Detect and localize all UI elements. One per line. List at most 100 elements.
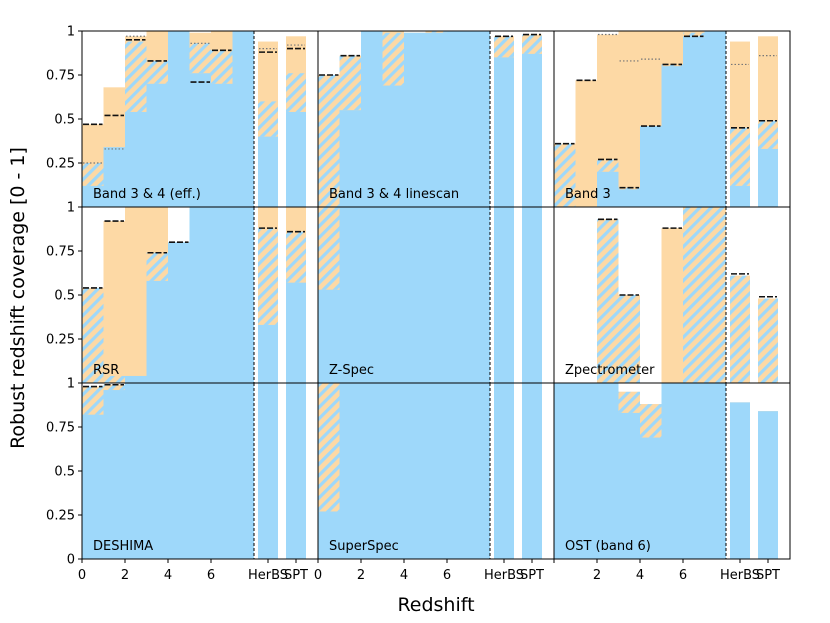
bar-3-SPT-hatch — [286, 231, 306, 283]
y-tick-label-3-3: 0.75 — [46, 245, 75, 260]
bar-3-SPT-blue — [286, 282, 306, 383]
bar-8-HerBS-blue — [730, 402, 750, 559]
bar-0-6-blue — [211, 83, 233, 207]
bar-0-7-blue — [232, 31, 254, 207]
panel-label-3: RSR — [93, 363, 119, 378]
bar-7-0-hatch — [318, 383, 340, 512]
bar-1-3-blue — [382, 85, 404, 207]
bar-8-2-hatch — [640, 404, 662, 438]
bar-6-0-hatch — [82, 386, 104, 415]
bar-5-SPT-hatch — [758, 298, 778, 383]
x-tick-label-8-3: 6 — [679, 568, 687, 583]
bar-4-1-blue — [339, 207, 490, 383]
bar-4-0-hatch — [318, 207, 340, 290]
bar-8-2-blue — [640, 437, 662, 559]
bar-3-2-blue — [125, 375, 147, 383]
x-cat-label-7-1: SPT — [520, 568, 544, 583]
bar-0-2-hatch — [125, 41, 147, 112]
bar-8-1-blue — [618, 412, 640, 559]
bar-2-SPT-hatch — [758, 120, 778, 149]
bar-3-HerBS-blue — [258, 324, 278, 383]
panel-label-6: DESHIMA — [93, 539, 153, 554]
x-cat-label-6-1: SPT — [284, 568, 308, 583]
x-axis-label: Redshift — [397, 594, 474, 616]
panel-label-7: SuperSpec — [329, 539, 399, 554]
bar-0-0-blue — [82, 185, 104, 207]
bar-8-0-blue — [554, 383, 619, 559]
y-tick-label-0-2: 0.5 — [54, 113, 75, 128]
bar-1-3-hatch — [382, 32, 404, 86]
bar-2-5-hatch — [661, 64, 683, 67]
bar-2-HerBS-blue — [730, 185, 750, 207]
panel-label-1: Band 3 & 4 linescan — [329, 187, 459, 202]
bar-2-3-hatch — [618, 187, 640, 190]
bar-2-5-blue — [661, 66, 683, 207]
y-tick-label-0-4: 1 — [67, 25, 75, 40]
bar-7-HerBS-blue — [494, 383, 514, 559]
panel-5: Zpectrometer — [553, 206, 791, 384]
bar-8-3-blue — [661, 383, 726, 559]
bar-1-5-blue — [425, 32, 447, 208]
bar-0-3-blue — [146, 83, 168, 207]
bar-3-HerBS-hatch — [258, 228, 278, 325]
bar-0-SPT-blue — [286, 111, 306, 207]
bar-7-SPT-blue — [522, 383, 542, 559]
bar-0-2-blue — [125, 111, 147, 207]
y-tick-label-3-2: 0.5 — [54, 289, 75, 304]
x-tick-label-8-1: 2 — [593, 568, 601, 583]
x-tick-label-7-2: 4 — [400, 568, 408, 583]
bar-0-6-hatch — [211, 50, 233, 84]
bar-6-1-hatch — [103, 384, 125, 391]
bar-6-SPT-blue — [286, 383, 306, 559]
bar-2-3-blue — [618, 189, 640, 207]
bar-1-6-blue — [447, 31, 469, 207]
bar-0-5-blue — [189, 73, 211, 208]
bar-7-1-blue — [339, 383, 490, 559]
x-tick-label-6-1: 2 — [121, 568, 129, 583]
bar-0-5-hatch — [189, 43, 211, 74]
x-tick-label-6-0: 0 — [78, 568, 86, 583]
y-tick-label-3-1: 0.25 — [46, 333, 75, 348]
bar-3-3-hatch — [146, 252, 168, 281]
panel-label-8: OST (band 6) — [565, 539, 651, 554]
bar-0-SPT-hatch — [286, 73, 306, 112]
y-tick-label-6-1: 0.25 — [46, 509, 75, 524]
bar-1-SPT-hatch — [522, 34, 542, 54]
panel-3: RSR 0.25 0.5 0.75 1 — [46, 201, 319, 384]
y-tick-label-6-4: 1 — [67, 377, 75, 392]
bar-3-4-blue — [168, 242, 190, 383]
y-tick-label-0-3: 0.75 — [46, 69, 75, 84]
panel-label-5: Zpectrometer — [565, 363, 655, 378]
bar-1-HerBS-hatch — [494, 36, 514, 58]
bar-4-HerBS-blue — [494, 207, 514, 383]
y-tick-label-6-3: 0.75 — [46, 421, 75, 436]
bar-8-SPT-blue — [758, 411, 778, 559]
bar-2-6-hatch — [683, 32, 705, 37]
panel-label-2: Band 3 — [565, 187, 611, 202]
bar-2-4-blue — [640, 126, 662, 207]
bar-6-0-blue — [82, 414, 104, 559]
x-tick-label-7-3: 6 — [443, 568, 451, 583]
bar-6-2-blue — [125, 383, 254, 559]
x-cat-label-7-0: HerBS — [484, 568, 524, 583]
panel-4: Z-Spec — [317, 206, 555, 384]
bar-1-5-hatch — [425, 31, 447, 33]
bar-1-1-hatch — [339, 55, 361, 111]
x-tick-label-7-1: 2 — [357, 568, 365, 583]
bar-1-2-blue — [361, 31, 383, 207]
bar-2-HerBS-hatch — [730, 127, 750, 186]
y-tick-label-3-4: 1 — [67, 201, 75, 216]
bar-1-4-blue — [404, 32, 426, 208]
bar-2-3-orange — [618, 31, 640, 207]
y-tick-label-0-1: 0.25 — [46, 157, 75, 172]
bar-3-2-orange — [125, 207, 147, 383]
bar-3-1-hatch — [103, 375, 125, 383]
bar-3-3-blue — [146, 280, 168, 383]
bar-2-0-hatch — [554, 143, 576, 207]
x-cat-label-6-0: HerBS — [248, 568, 288, 583]
x-tick-label-6-2: 4 — [164, 568, 172, 583]
